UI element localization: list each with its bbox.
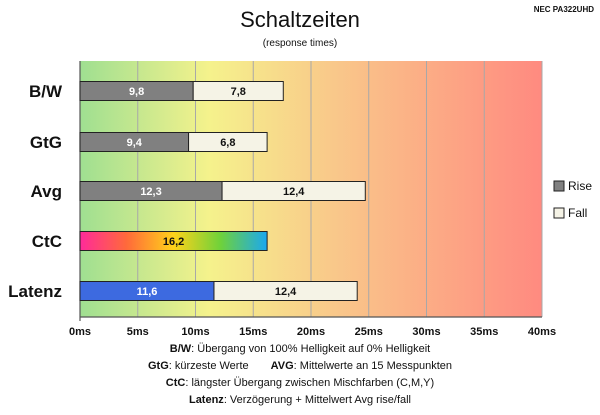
bar-label-rise: 9,4	[127, 137, 143, 149]
chart-subtitle: (response times)	[263, 38, 337, 49]
x-tick-label: 5ms	[127, 326, 149, 338]
note-bw-key: B/W	[170, 343, 192, 355]
bar-fall	[213, 281, 358, 301]
category-label: CtC	[32, 232, 62, 251]
monitor-model-label: NEC PA322UHD	[534, 5, 595, 14]
note-latenz-key: Latenz	[189, 394, 224, 406]
x-tick-label: 0ms	[69, 326, 91, 338]
note-ctc-key: CtC	[166, 377, 186, 389]
legend-swatch-rise	[553, 180, 565, 192]
x-tick-label: 20ms	[297, 326, 325, 338]
note-ctc-text: : längster Übergang zwischen Mischfarben…	[185, 377, 434, 389]
x-tick-label: 15ms	[239, 326, 267, 338]
category-label: GtG	[30, 133, 62, 152]
note-gtg-key: GtG	[148, 360, 169, 372]
bar-fall	[221, 181, 366, 201]
x-tick-label: 25ms	[355, 326, 383, 338]
note-latenz-text: : Verzögerung + Mittelwert Avg rise/fall	[224, 394, 411, 406]
note-avg-key: AVG	[271, 360, 294, 372]
bars: 9,8 7,8 9,4 6,8 12,3 12,4 16,2 11,6 12,4	[79, 81, 366, 301]
footnotes: B/W: Übergang von 100% Helligkeit auf 0%…	[148, 343, 452, 406]
bar-label-fall: 7,8	[231, 86, 246, 98]
category-labels: B/W GtG Avg CtC Latenz	[8, 82, 63, 301]
chart-title: Schaltzeiten	[240, 7, 360, 32]
note-gtg-avg: GtG: kürzeste Werte AVG: Mittelwerte an 1…	[148, 360, 452, 372]
x-tick-label: 30ms	[412, 326, 440, 338]
bar-label-fall: 12,4	[275, 286, 297, 298]
category-label: Latenz	[8, 282, 62, 301]
note-gtg-text: : kürzeste Werte	[169, 360, 249, 372]
category-label: Avg	[31, 182, 63, 201]
bar-label-rise: 11,6	[137, 286, 158, 298]
legend: Rise Fall	[553, 179, 592, 220]
note-bw-text: : Übergang von 100% Helligkeit auf 0% He…	[191, 343, 430, 355]
x-tick-labels: 0ms 5ms 10ms 15ms 20ms 25ms 30ms 35ms 40ms	[69, 326, 556, 338]
bar-label-fall: 12,4	[283, 186, 305, 198]
bar-label-rise: 16,2	[163, 236, 184, 248]
x-tick-label: 10ms	[181, 326, 209, 338]
bar-label-rise: 9,8	[129, 86, 144, 98]
x-tick-label: 35ms	[470, 326, 498, 338]
bar-rise	[79, 231, 268, 251]
note-avg-text: : Mittelwerte an 15 Messpunkten	[294, 360, 452, 372]
note-bw: B/W: Übergang von 100% Helligkeit auf 0%…	[170, 343, 430, 355]
category-label: B/W	[29, 82, 63, 101]
bar-fall	[192, 81, 284, 101]
bar-label-rise: 12,3	[140, 186, 161, 198]
note-ctc: CtC: längster Übergang zwischen Mischfar…	[166, 377, 434, 389]
bar-label-fall: 6,8	[220, 137, 235, 149]
x-tick-label: 40ms	[528, 326, 556, 338]
legend-swatch-fall	[553, 207, 565, 219]
bar-fall	[188, 132, 268, 152]
legend-label-fall: Fall	[568, 206, 587, 220]
legend-label-rise: Rise	[568, 179, 592, 193]
note-latenz: Latenz: Verzögerung + Mittelwert Avg ris…	[189, 394, 411, 406]
